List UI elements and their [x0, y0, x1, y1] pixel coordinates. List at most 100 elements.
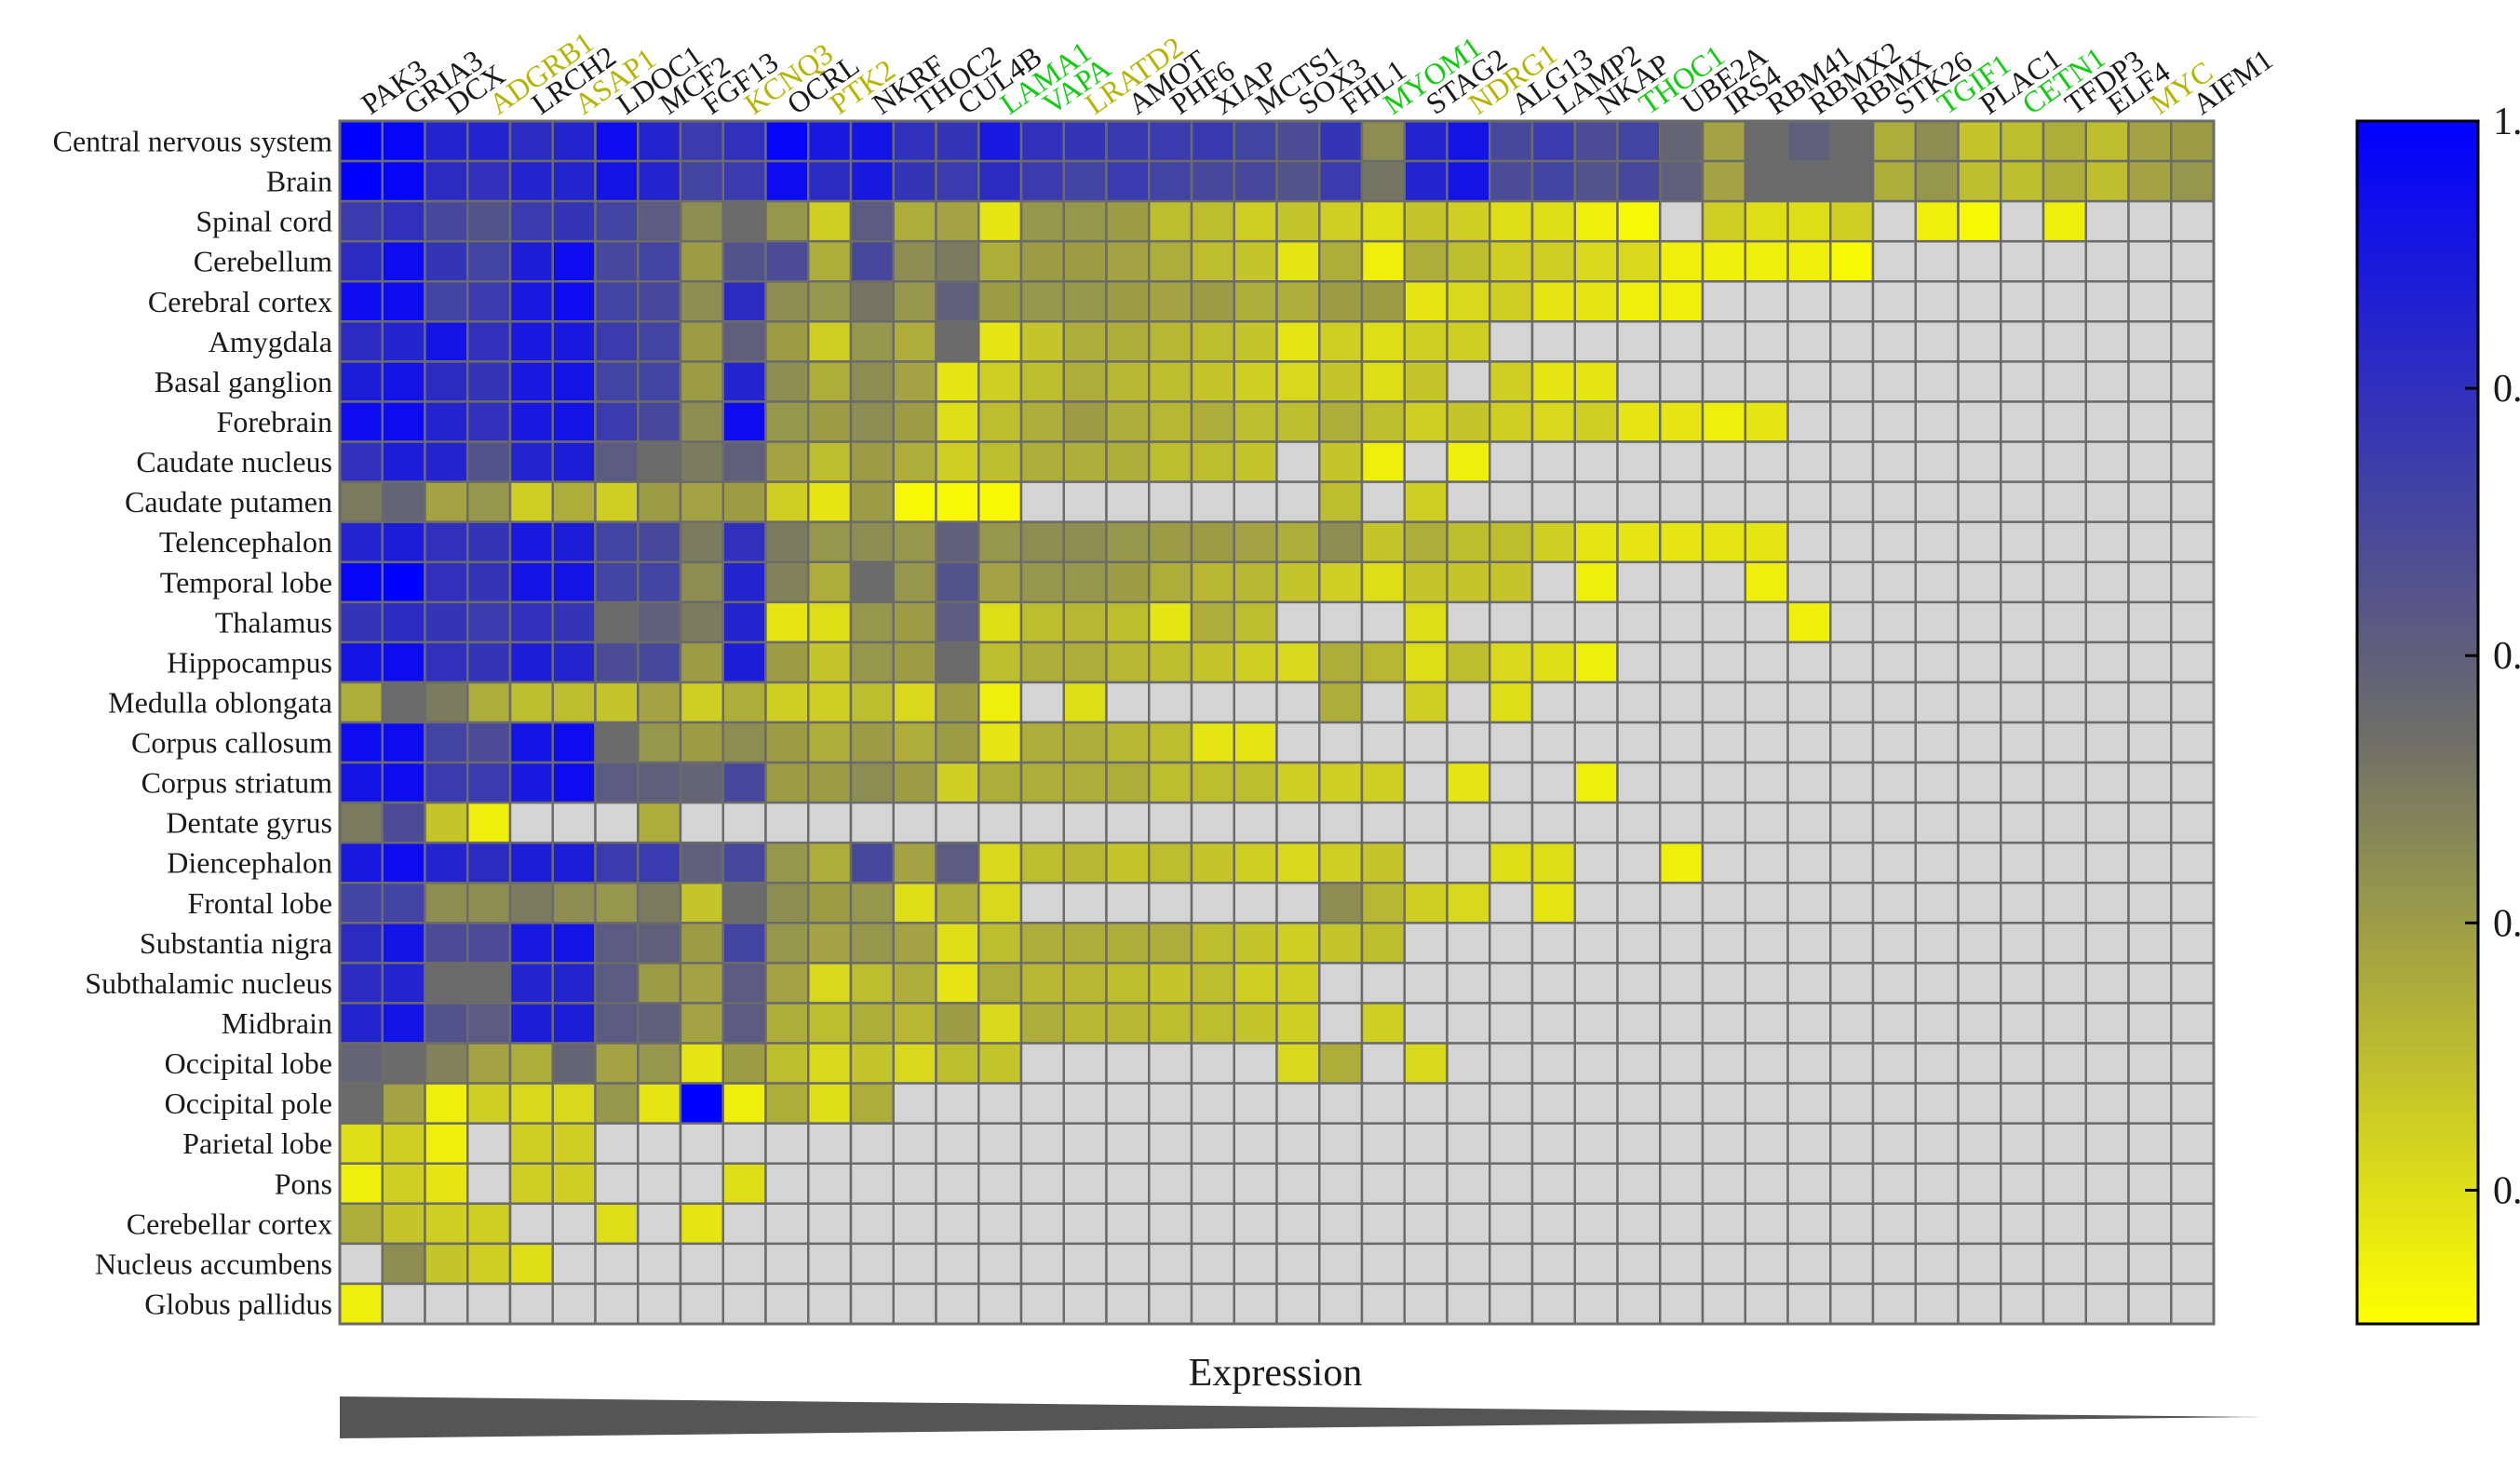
heatmap-cell: [977, 1162, 1023, 1206]
heatmap-cell: [1659, 600, 1705, 644]
heatmap-cell: [1871, 1082, 1917, 1125]
heatmap-cell: [338, 1002, 384, 1045]
heatmap-cell: [1616, 239, 1662, 283]
heatmap-cell: [1786, 841, 1832, 884]
heatmap-cell: [1233, 1202, 1278, 1246]
heatmap-cell: [1744, 1242, 1789, 1286]
heatmap-cell: [764, 480, 810, 523]
heatmap-cell: [1360, 600, 1406, 644]
heatmap-cell: [1744, 1122, 1789, 1165]
heatmap-cell: [1489, 1002, 1534, 1045]
heatmap-cell: [2084, 721, 2130, 764]
heatmap-cell: [466, 641, 512, 684]
heatmap-cell: [1446, 882, 1491, 924]
heatmap-cell: [1019, 1002, 1065, 1045]
heatmap-cell: [1489, 1162, 1534, 1206]
heatmap-cell: [466, 1242, 512, 1286]
heatmap-cell: [849, 1082, 895, 1125]
heatmap-cell: [1403, 440, 1449, 483]
heatmap-cell: [1573, 520, 1619, 563]
heatmap-cell: [764, 199, 810, 243]
heatmap-cell: [1105, 480, 1151, 523]
heatmap-cell: [1573, 320, 1619, 363]
heatmap-cell: [1573, 801, 1619, 844]
heatmap-cell: [2042, 480, 2087, 523]
heatmap-cell: [1489, 1242, 1534, 1286]
heatmap-cell: [1957, 1282, 2002, 1326]
heatmap-cell: [1489, 962, 1534, 1005]
heatmap-cell: [1403, 1242, 1449, 1286]
heatmap-cell: [381, 600, 426, 644]
heatmap-cell: [637, 239, 682, 283]
tissue-label: Globus pallidus: [144, 1287, 332, 1320]
heatmap-cell: [849, 520, 895, 563]
heatmap-cell: [2170, 159, 2216, 203]
heatmap-cell: [1957, 962, 2002, 1005]
heatmap-cell: [466, 761, 512, 804]
heatmap-cell: [1530, 1242, 1576, 1286]
heatmap-cell: [1019, 681, 1065, 724]
heatmap-cell: [1659, 560, 1705, 604]
tissue-label: Brain: [266, 165, 332, 198]
heatmap-cell: [1786, 1042, 1832, 1085]
heatmap-cell: [1914, 882, 1960, 924]
heatmap-cell: [1914, 560, 1960, 604]
heatmap-cell: [1105, 440, 1151, 483]
heatmap-cell: [2000, 239, 2045, 283]
heatmap-cell: [1744, 882, 1789, 924]
heatmap-cell: [1105, 199, 1151, 243]
heatmap-cell: [424, 841, 469, 884]
heatmap-cell: [1573, 721, 1619, 764]
heatmap-cell: [1019, 801, 1065, 844]
heatmap-cell: [2127, 681, 2173, 724]
heatmap-cell: [849, 1282, 895, 1326]
heatmap-cell: [2127, 882, 2173, 924]
heatmap-cell: [508, 641, 554, 684]
heatmap-cell: [1275, 1042, 1321, 1085]
expression-wedge: [340, 1396, 2262, 1438]
heatmap-cell: [466, 280, 512, 323]
heatmap-cell: [1446, 400, 1491, 443]
heatmap-cell: [1275, 199, 1321, 243]
heatmap-cell: [424, 360, 469, 403]
heatmap-cell: [977, 199, 1023, 243]
heatmap-cell: [637, 801, 682, 844]
heatmap-cell: [1360, 1042, 1406, 1085]
heatmap-cell: [2127, 1202, 2173, 1246]
heatmap-cell: [892, 480, 937, 523]
heatmap-cell: [1957, 560, 2002, 604]
heatmap-cell: [2170, 199, 2216, 243]
heatmap-cell: [1318, 962, 1364, 1005]
heatmap-cell: [1446, 239, 1491, 283]
heatmap-cell: [508, 360, 554, 403]
heatmap-cell: [1148, 681, 1193, 724]
heatmap-cell: [508, 320, 554, 363]
heatmap-cell: [1786, 159, 1832, 203]
heatmap-cell: [1275, 1202, 1321, 1246]
heatmap-cell: [1616, 360, 1662, 403]
heatmap-cell: [807, 681, 853, 724]
heatmap-cell: [764, 239, 810, 283]
tissue-label: Caudate putamen: [125, 485, 332, 519]
heatmap-cell: [849, 480, 895, 523]
heatmap-cell: [424, 280, 469, 323]
heatmap-cell: [892, 882, 937, 924]
heatmap-cell: [1360, 1002, 1406, 1045]
heatmap-cell: [1062, 721, 1108, 764]
heatmap-cell: [977, 239, 1023, 283]
heatmap-cell: [1446, 159, 1491, 203]
heatmap-cell: [338, 199, 384, 243]
heatmap-cell: [637, 1282, 682, 1326]
heatmap-cell: [424, 922, 469, 965]
heatmap-cell: [1701, 922, 1746, 965]
heatmap-cell: [892, 1242, 937, 1286]
heatmap-cell: [1871, 962, 1917, 1005]
heatmap-cell: [977, 641, 1023, 684]
heatmap-cell: [1744, 1282, 1789, 1326]
heatmap-cell: [1148, 962, 1193, 1005]
heatmap-cell: [381, 199, 426, 243]
heatmap-cell: [466, 801, 512, 844]
heatmap-cell: [2127, 1082, 2173, 1125]
heatmap-cell: [1360, 280, 1406, 323]
heatmap-cell: [381, 239, 426, 283]
